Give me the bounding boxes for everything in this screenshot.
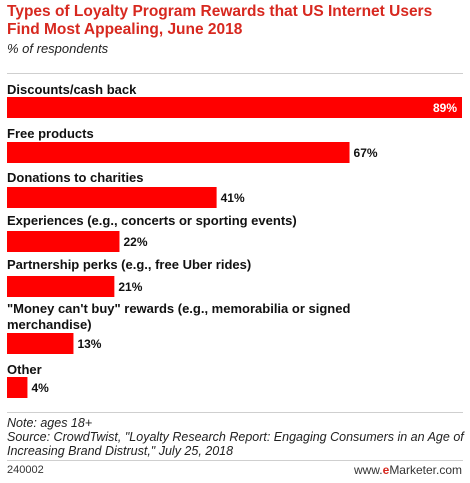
chart-subtitle: % of respondents (7, 41, 109, 56)
chart-id: 240002 (7, 464, 44, 476)
value-label: 89% (433, 101, 457, 115)
value-label: 22% (123, 235, 147, 249)
category-label: Experiences (e.g., concerts or sporting … (7, 213, 297, 228)
top-divider (7, 73, 463, 74)
brand-prefix: www. (353, 463, 383, 477)
bottom-divider (7, 412, 463, 413)
bar-chart: Discounts/cash back 89% Free products 67% Do… (7, 82, 462, 398)
source-text: Source: CrowdTwist, "Loyalty Research Re… (7, 430, 464, 458)
note-text: Note: ages 18+ (7, 416, 93, 430)
bar (7, 187, 217, 208)
value-label: 67% (354, 146, 378, 160)
bar (7, 377, 28, 398)
brand-rest: Marketer.com (389, 463, 462, 477)
category-label: Donations to charities (7, 170, 144, 185)
bar (7, 142, 350, 163)
category-label: Free products (7, 126, 94, 141)
bar (7, 231, 120, 252)
value-label: 4% (31, 381, 49, 395)
footer-divider (7, 460, 463, 461)
category-label: "Money can't buy" rewards (e.g., memorab… (7, 301, 350, 316)
bar (7, 97, 462, 118)
category-label: Partnership perks (e.g., free Uber rides… (7, 257, 251, 272)
category-label: merchandise) (7, 317, 92, 332)
chart-title: Types of Loyalty Program Rewards that US… (7, 3, 433, 38)
category-label: Discounts/cash back (7, 82, 137, 97)
category-label: Other (7, 362, 42, 377)
chart-notes: Note: ages 18+ Source: CrowdTwist, "Loya… (7, 416, 467, 458)
bar (7, 333, 74, 354)
brand-e: e (382, 463, 390, 477)
bar (7, 276, 115, 297)
value-label: 21% (118, 280, 142, 294)
brand-logo: www.eMarketer.com (354, 463, 462, 477)
value-label: 41% (221, 191, 245, 205)
value-label: 13% (77, 337, 101, 351)
